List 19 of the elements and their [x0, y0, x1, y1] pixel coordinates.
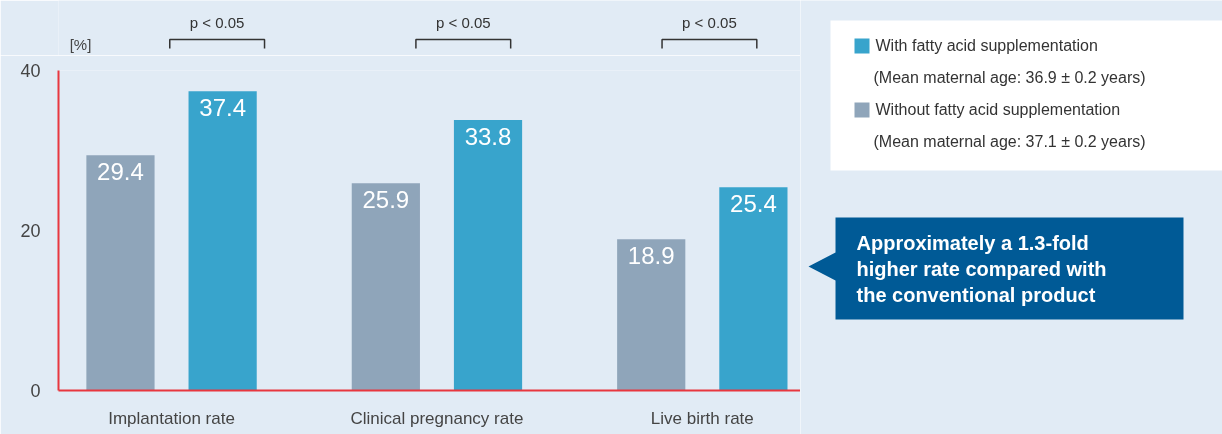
- y-tick-label: 40: [20, 61, 41, 81]
- y-tick-label: 20: [20, 221, 41, 241]
- legend-label: Without fatty acid supplementation (Mean maternal age: 37.1 ± 0.2 years): [873, 100, 1146, 150]
- text: p < 0.05: [189, 13, 245, 31]
- text: Approximately a 1.3-fold higher rate compared with the conventional product: [856, 231, 1107, 306]
- legend-label: With fatty acid supplementation (Mean maternal age: 36.9 ± 0.2 years): [873, 36, 1146, 86]
- data-label: 29.4: [97, 158, 144, 186]
- y-axis-title: [%]: [69, 35, 92, 53]
- x-tick-label: Clinical pregnancy rate: [350, 408, 524, 428]
- data-label: 37.4: [199, 94, 246, 122]
- data-label: 25.9: [362, 186, 410, 214]
- data-label: 25.4: [730, 190, 777, 218]
- x-tick-label: Live birth rate: [650, 408, 754, 428]
- text: p < 0.05: [435, 13, 491, 31]
- x-tick-label: Implantation rate: [108, 408, 235, 428]
- data-label: 33.8: [464, 123, 512, 151]
- text: p < 0.05: [682, 13, 737, 31]
- y-tick-label: 0: [30, 381, 41, 401]
- data-label: 18.9: [627, 242, 675, 270]
